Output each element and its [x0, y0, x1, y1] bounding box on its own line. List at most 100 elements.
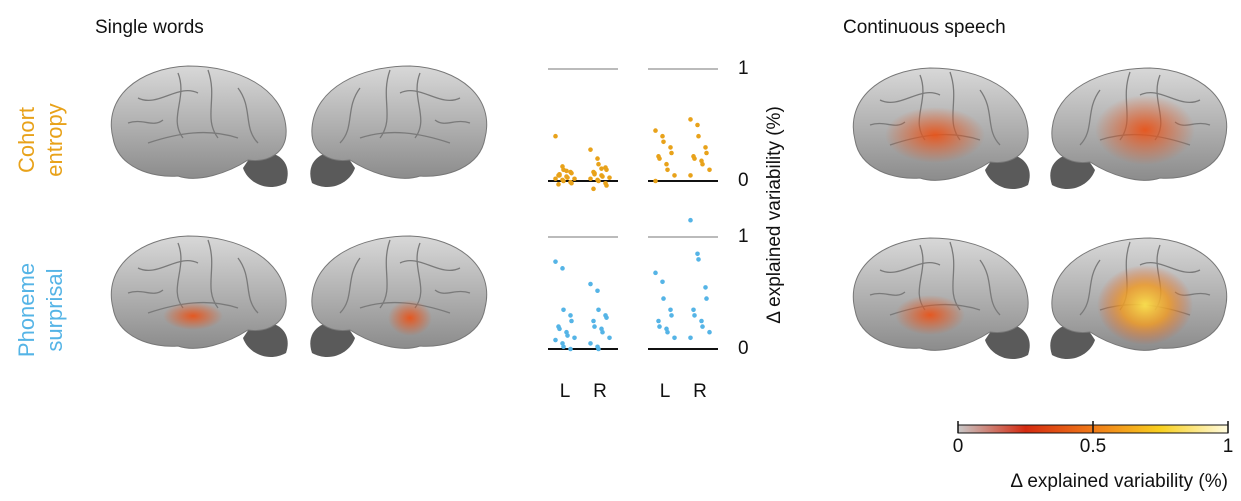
- dot: [691, 308, 696, 313]
- dot: [700, 324, 705, 329]
- x-tick-label: R: [693, 381, 707, 402]
- y-tick-label: 1: [738, 58, 749, 79]
- dot: [669, 313, 674, 318]
- dot: [703, 285, 708, 290]
- dot: [557, 172, 562, 177]
- brain: [111, 236, 287, 357]
- dot: [568, 347, 573, 352]
- figure: Single words Continuous speech Δ explain…: [0, 0, 1241, 496]
- dot: [696, 257, 701, 262]
- brain: [310, 66, 486, 187]
- dot: [557, 327, 562, 332]
- dot: [668, 308, 673, 313]
- dot: [661, 140, 666, 145]
- dot: [591, 187, 596, 192]
- row-label: Cohort: [14, 107, 39, 173]
- dot: [569, 171, 574, 176]
- dot: [688, 336, 693, 341]
- dot: [692, 156, 697, 161]
- dot: [560, 266, 565, 271]
- dot: [707, 330, 712, 335]
- brain-images: [111, 66, 1226, 359]
- dot: [672, 173, 677, 178]
- dot: [604, 168, 609, 173]
- dot: [672, 336, 677, 341]
- x-tick-label: R: [593, 381, 607, 402]
- y-axis-label: Δ explained variability (%): [764, 106, 785, 324]
- colorbar-tick-label: 0.5: [1080, 436, 1106, 457]
- activation: [1097, 265, 1193, 345]
- dot: [668, 145, 673, 150]
- dot: [664, 162, 669, 167]
- dot: [596, 162, 601, 167]
- dot: [695, 252, 700, 257]
- activation: [388, 300, 432, 336]
- colorbar-tick-label: 1: [1223, 436, 1234, 457]
- dot: [565, 175, 570, 180]
- dot: [699, 319, 704, 324]
- dot: [695, 123, 700, 128]
- dot: [588, 341, 593, 346]
- dot: [569, 181, 574, 186]
- dot: [696, 134, 701, 139]
- dot: [600, 330, 605, 335]
- dot: [592, 172, 597, 177]
- dot: [572, 176, 577, 181]
- activation: [1095, 95, 1195, 165]
- dot: [569, 319, 574, 324]
- dot: [660, 280, 665, 285]
- activation: [895, 295, 965, 335]
- dot: [665, 168, 670, 173]
- y-tick-label: 0: [738, 338, 749, 359]
- heading: Continuous speech: [843, 17, 1006, 38]
- brain: [1050, 238, 1226, 359]
- dot: [704, 296, 709, 301]
- dot: [561, 179, 566, 184]
- dot: [561, 344, 566, 349]
- dot: [591, 319, 596, 324]
- dot: [595, 288, 600, 293]
- dot: [604, 183, 609, 188]
- brain: [853, 238, 1029, 359]
- colorbar-label: Δ explained variability (%): [1010, 471, 1228, 492]
- dot: [556, 182, 561, 187]
- dot: [600, 174, 605, 179]
- dot: [596, 308, 601, 313]
- dot: [704, 151, 709, 156]
- dot: [596, 347, 601, 352]
- dot: [607, 336, 612, 341]
- dot: [561, 308, 566, 313]
- brain: [111, 66, 287, 187]
- activation: [163, 302, 223, 330]
- dot: [661, 296, 666, 301]
- row-label: Phoneme: [14, 263, 39, 357]
- heading: Single words: [95, 17, 204, 38]
- dot: [565, 333, 570, 338]
- dot: [657, 324, 662, 329]
- dot: [596, 179, 601, 184]
- activation: [885, 107, 985, 163]
- dot: [588, 176, 593, 181]
- y-tick-label: 1: [738, 226, 749, 247]
- y-tick-label: 0: [738, 170, 749, 191]
- dot: [588, 147, 593, 152]
- dot: [572, 336, 577, 341]
- dot: [568, 313, 573, 318]
- dot: [700, 162, 705, 167]
- colorbar-tick-label: 0: [953, 436, 964, 457]
- dot: [657, 156, 662, 161]
- dot: [653, 271, 658, 276]
- dot: [707, 168, 712, 173]
- dot: [660, 134, 665, 139]
- brain: [310, 236, 486, 357]
- dot: [665, 330, 670, 335]
- dot: [688, 117, 693, 122]
- dot: [595, 156, 600, 161]
- dot: [553, 338, 558, 343]
- brain: [853, 68, 1029, 189]
- dot: [553, 259, 558, 264]
- dot: [669, 151, 674, 156]
- x-tick-label: L: [660, 381, 671, 402]
- brain: [1050, 68, 1226, 189]
- dot: [653, 179, 658, 184]
